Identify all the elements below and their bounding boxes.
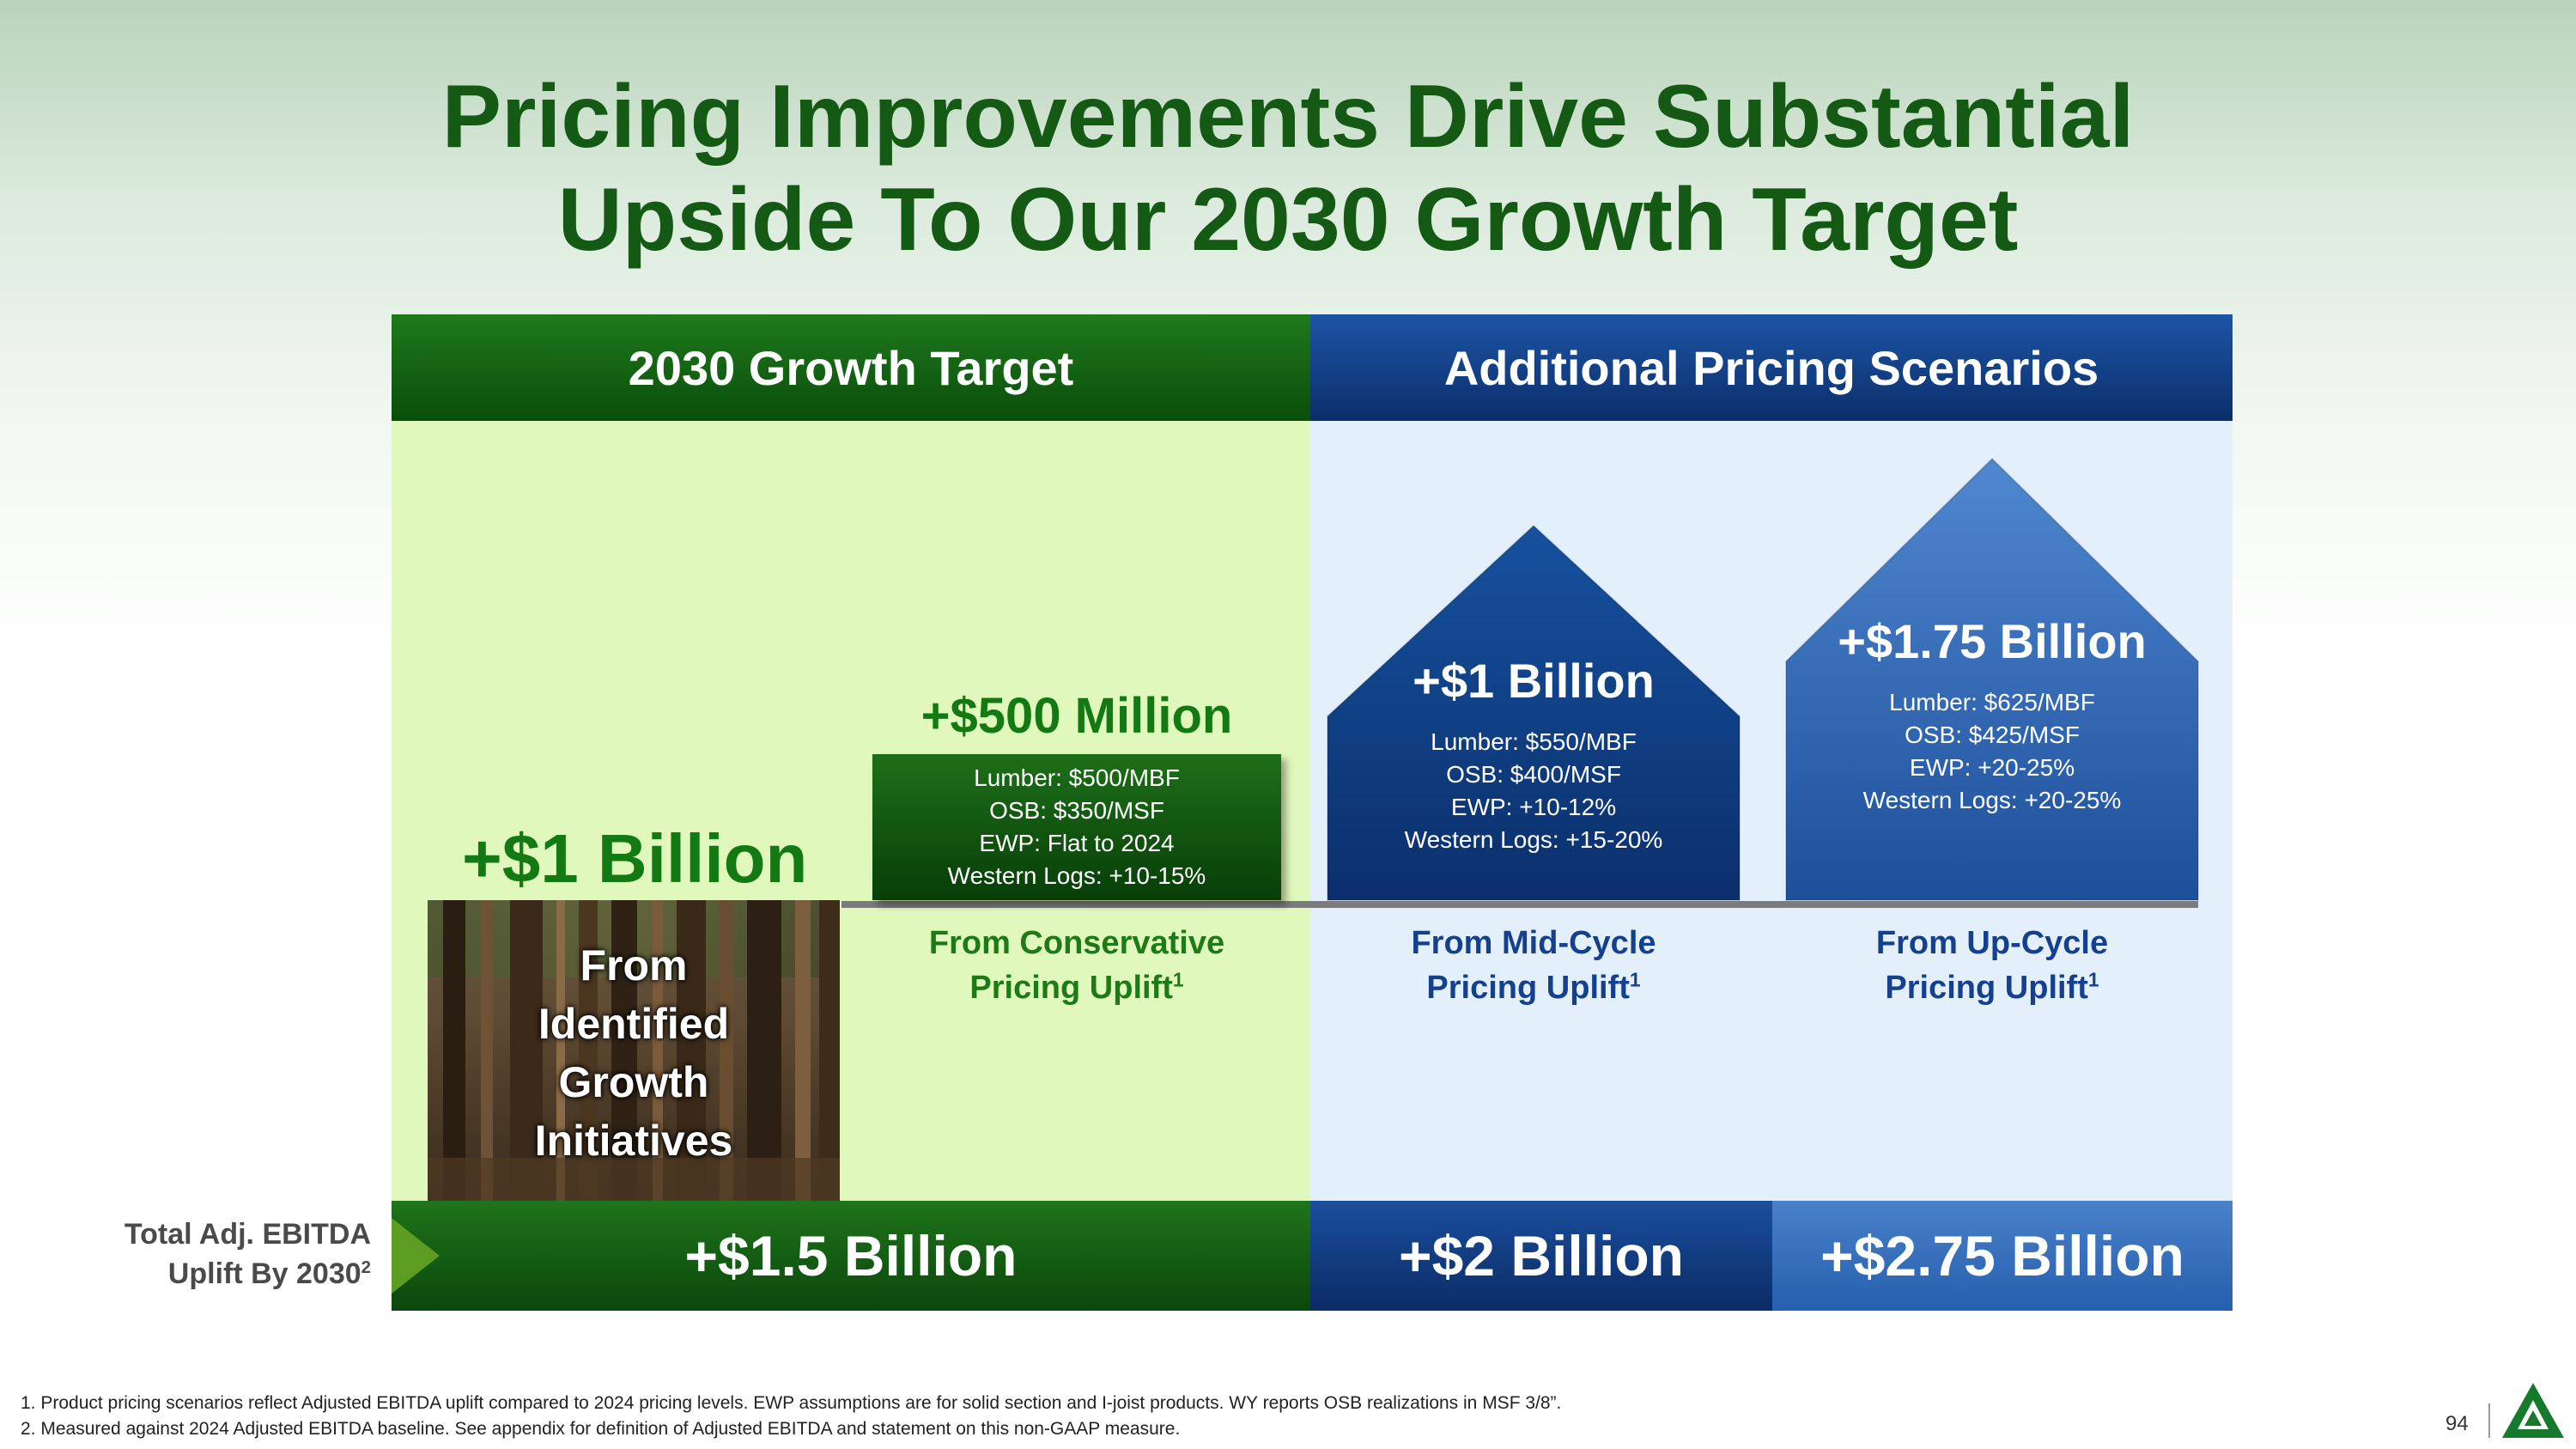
growth-initiatives-label-line: Identified — [538, 1000, 730, 1048]
company-logo-icon — [2502, 1383, 2564, 1438]
conservative-value: +$500 Million — [920, 688, 1233, 744]
arrow-right-icon — [392, 1218, 440, 1294]
conservative-label: From Conservative Pricing Uplift1 — [872, 921, 1281, 1010]
page-title-line-2: Upside To Our 2030 Growth Target — [557, 170, 2019, 270]
growth-initiatives-label-line: From — [580, 941, 688, 989]
footnote-ref: 1 — [1629, 968, 1641, 991]
conservative-label-line1: From Conservative — [928, 925, 1225, 961]
conservative-detail: Western Logs: +10-15% — [947, 862, 1206, 889]
footnote-ref: 1 — [2087, 968, 2099, 991]
up-cycle-value: +$1.75 Billion — [1838, 614, 2147, 668]
page-number: 94 — [2445, 1412, 2469, 1435]
forest-photo — [428, 900, 840, 1201]
total-up-cycle-bar: +$2.75 Billion — [1772, 1201, 2233, 1311]
conservative-detail: EWP: Flat to 2024 — [979, 830, 1175, 856]
growth-initiatives-label-line: Growth — [558, 1058, 709, 1106]
up-cycle-detail: OSB: $425/MSF — [1905, 721, 2080, 748]
up-cycle-detail: EWP: +20-25% — [1909, 754, 2075, 781]
mid-cycle-detail: EWP: +10-12% — [1450, 794, 1617, 820]
mid-cycle-value: +$1 Billion — [1413, 654, 1655, 708]
header-pricing-scenarios: Additional Pricing Scenarios — [1310, 314, 2233, 421]
total-uplift-label-line1: Total Adj. EBITDA — [124, 1218, 371, 1251]
total-target-bar: +$1.5 Billion — [392, 1201, 1310, 1311]
mid-cycle-house — [1327, 524, 1741, 901]
growth-initiatives-label-line: Initiatives — [534, 1117, 733, 1165]
conservative-detail: Lumber: $500/MBF — [974, 764, 1180, 791]
header-growth-target: 2030 Growth Target — [392, 314, 1310, 421]
up-cycle-detail: Western Logs: +20-25% — [1862, 787, 2122, 813]
up-cycle-detail: Lumber: $625/MBF — [1889, 689, 2095, 715]
total-uplift-label: Total Adj. EBITDA Uplift By 20302 — [103, 1215, 371, 1294]
up-cycle-label-line2: Pricing Uplift1 — [1885, 968, 2099, 1006]
conservative-label-line2: Pricing Uplift1 — [969, 968, 1184, 1006]
footnote-ref: 1 — [1172, 968, 1184, 991]
mid-cycle-content: +$1 Billion Lumber: $550/MBF OSB: $400/M… — [1327, 653, 1740, 856]
up-cycle-label: From Up-Cycle Pricing Uplift1 — [1786, 921, 2198, 1010]
mid-cycle-detail: Western Logs: +15-20% — [1404, 826, 1663, 853]
footer-divider — [2488, 1403, 2490, 1438]
page-title-line-1: Pricing Improvements Drive Substantial — [441, 67, 2135, 167]
total-mid-cycle-bar: +$2 Billion — [1310, 1201, 1772, 1311]
baseline-divider — [841, 901, 2198, 908]
up-cycle-content: +$1.75 Billion Lumber: $625/MBF OSB: $42… — [1786, 613, 2198, 817]
growth-initiatives-value: +$1 Billion — [462, 820, 808, 897]
mid-cycle-detail: OSB: $400/MSF — [1446, 761, 1621, 788]
footnote-ref: 2 — [361, 1257, 371, 1277]
footnote-2: 2. Measured against 2024 Adjusted EBITDA… — [21, 1419, 1181, 1439]
growth-initiatives-label: From Identified Growth Initiatives — [428, 936, 840, 1170]
conservative-detail: OSB: $350/MSF — [989, 797, 1164, 824]
conservative-details-box: Lumber: $500/MBF OSB: $350/MSF EWP: Flat… — [872, 754, 1281, 900]
mid-cycle-label: From Mid-Cycle Pricing Uplift1 — [1327, 921, 1740, 1010]
up-cycle-house — [1785, 457, 2199, 901]
up-cycle-label-line1: From Up-Cycle — [1875, 925, 2109, 961]
footnote-1: 1. Product pricing scenarios reflect Adj… — [21, 1393, 1562, 1413]
mid-cycle-label-line1: From Mid-Cycle — [1411, 925, 1656, 961]
total-uplift-label-line2: Uplift By 20302 — [167, 1257, 371, 1290]
mid-cycle-label-line2: Pricing Uplift1 — [1426, 968, 1641, 1006]
mid-cycle-detail: Lumber: $550/MBF — [1431, 728, 1637, 755]
